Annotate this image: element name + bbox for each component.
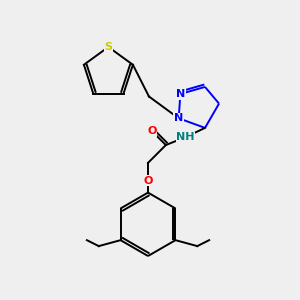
Text: NH: NH — [176, 132, 195, 142]
Text: S: S — [104, 42, 112, 52]
Text: O: O — [147, 126, 157, 136]
Text: N: N — [176, 89, 185, 99]
Text: O: O — [143, 176, 153, 186]
Text: N: N — [174, 113, 183, 123]
